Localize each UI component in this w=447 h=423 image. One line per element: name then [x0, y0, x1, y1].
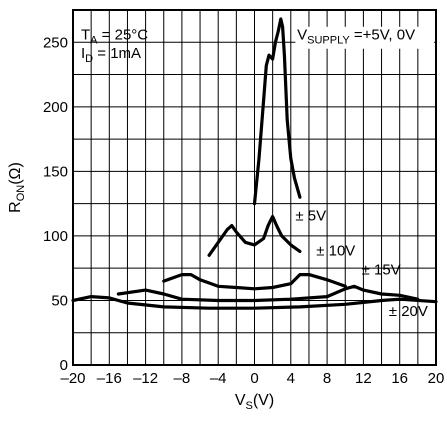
- x-tick-label: 8: [323, 370, 331, 387]
- y-tick-label: 0: [60, 357, 68, 374]
- x-tick-label: –20: [60, 370, 85, 387]
- y-tick-label: 100: [43, 228, 68, 245]
- x-tick-label: –8: [174, 370, 191, 387]
- series-curve: [116, 284, 420, 303]
- series-curve: [252, 17, 302, 206]
- x-tick-label: 20: [428, 370, 445, 387]
- series-label: ± 20V: [389, 303, 428, 320]
- x-tick-label: 0: [250, 370, 258, 387]
- series-labels: ± 5V ± 10V ± 15V ± 20V: [295, 207, 428, 320]
- series-label: ± 15V: [362, 262, 401, 279]
- plot-frame: [72, 9, 437, 366]
- series-curve: [71, 295, 438, 310]
- condition-vsupply-background: [295, 26, 434, 49]
- series-curve: [207, 214, 302, 257]
- x-tick-label: –4: [210, 370, 227, 387]
- series-label: ± 5V: [295, 207, 326, 224]
- series-curve: [162, 273, 347, 291]
- y-tick-label: 50: [51, 292, 68, 309]
- y-tick-label: 250: [43, 34, 68, 51]
- y-tick-label: 200: [43, 99, 68, 116]
- x-tick-label: –16: [97, 370, 122, 387]
- x-tick-label: 12: [355, 370, 372, 387]
- y-axis-label: RON(Ω): [7, 162, 27, 213]
- condition-id: ID = 1mA: [81, 45, 141, 65]
- x-tick-label: 4: [287, 370, 295, 387]
- condition-ta: TA = 25°C: [81, 27, 148, 47]
- series-label: ± 10V: [316, 242, 355, 259]
- curves: [71, 17, 438, 310]
- x-tick-label: –12: [133, 370, 158, 387]
- y-tick-label: 150: [43, 163, 68, 180]
- condition-vsupply: VSUPPLY =+5V, 0V: [297, 27, 415, 47]
- x-axis-label: VS(V): [235, 392, 274, 412]
- x-tick-label: 16: [391, 370, 408, 387]
